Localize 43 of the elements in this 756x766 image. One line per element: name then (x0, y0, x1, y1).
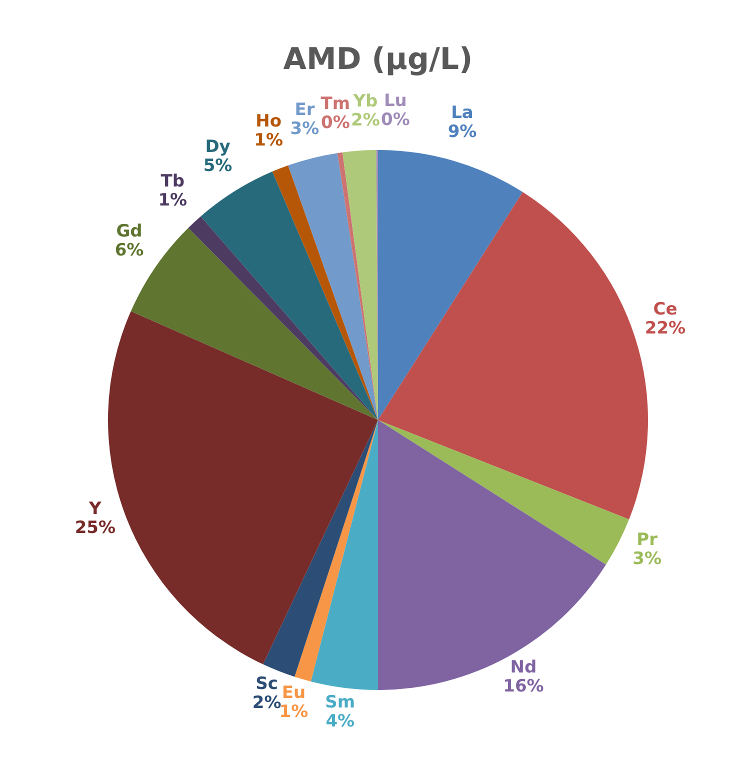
data-label: 3% (632, 549, 662, 570)
slice-label: Y (88, 498, 102, 519)
chart-title: AMD (µg/L) (283, 42, 473, 77)
slice-label: Yb (352, 92, 378, 112)
data-label: 5% (203, 156, 232, 176)
data-label: 16% (503, 676, 544, 697)
pie-slice (294, 420, 378, 682)
slice-label: Eu (282, 683, 306, 704)
pie-slice (378, 420, 630, 565)
data-label: 0% (381, 110, 410, 130)
slice-label: La (451, 102, 474, 123)
pie-slice (378, 150, 523, 420)
data-label: 2% (252, 692, 282, 713)
data-label: 25% (74, 518, 116, 538)
data-label: 2% (351, 110, 380, 131)
pie-slice (310, 420, 378, 690)
pie-slice (188, 216, 378, 420)
data-label: 6% (114, 240, 144, 261)
pie-slice (288, 153, 378, 420)
slice-label: Pr (636, 530, 658, 550)
slice-label: Nd (510, 658, 537, 678)
slice-label: Ce (653, 300, 678, 320)
slice-label: Sc (256, 674, 278, 694)
data-label: 0% (321, 113, 350, 134)
data-label: 3% (290, 119, 320, 140)
slice-label: Tm (320, 94, 350, 114)
pie-slice (378, 420, 606, 690)
slice-label: Tb (160, 172, 185, 192)
pie-slice (263, 420, 378, 677)
slice-label: Er (294, 100, 316, 120)
data-label: 22% (644, 318, 686, 339)
slice-label: Ho (256, 112, 282, 132)
slice-label: Gd (116, 222, 142, 242)
data-label: 1% (158, 190, 188, 211)
slice-label: Dy (205, 137, 230, 157)
data-label: 1% (254, 130, 284, 151)
slice-label: Lu (384, 91, 407, 111)
pie-slice (378, 192, 648, 520)
data-label: 9% (448, 122, 477, 142)
pie-slice (200, 172, 378, 420)
slice-label: Sm (325, 692, 356, 713)
data-label: 4% (326, 712, 355, 732)
pie-slice (272, 165, 378, 420)
